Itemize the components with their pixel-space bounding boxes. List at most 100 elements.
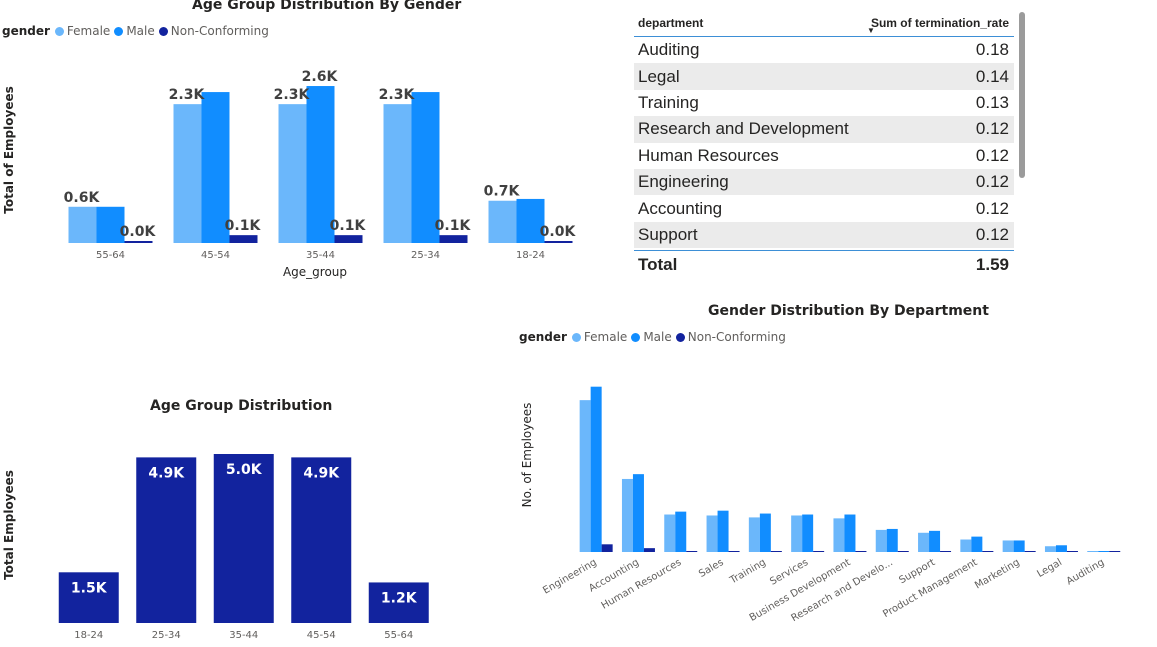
bar-non-conforming-55-64[interactable] bbox=[124, 241, 153, 243]
bar-35-44[interactable] bbox=[213, 454, 274, 623]
chart1-legend-item-male[interactable]: Male bbox=[114, 24, 155, 38]
table-row[interactable]: Legal 0.14 bbox=[634, 63, 1014, 90]
bar-female-auditing[interactable] bbox=[1087, 551, 1099, 552]
bar-male-research-and-develo[interactable] bbox=[886, 528, 898, 552]
chart3-y-axis-label: Total Employees bbox=[2, 470, 16, 580]
chart1-title: Age Group Distribution By Gender bbox=[192, 0, 462, 13]
bar-male-human-resources[interactable] bbox=[675, 511, 687, 552]
chart4-legend-item-male[interactable]: Male bbox=[631, 330, 672, 344]
bar-55-64[interactable] bbox=[368, 582, 429, 623]
total-label: Total bbox=[638, 255, 678, 275]
data-label-male-35-44: 2.6K bbox=[302, 69, 339, 85]
data-label-non-conforming-55-64: 0.0K bbox=[120, 224, 157, 240]
bar-male-services[interactable] bbox=[802, 514, 814, 552]
bar-non-conforming-training[interactable] bbox=[770, 551, 782, 552]
bar-non-conforming-product-management[interactable] bbox=[982, 551, 994, 552]
bar-male-25-34[interactable] bbox=[411, 92, 440, 244]
bar-non-conforming-auditing[interactable] bbox=[1109, 551, 1121, 552]
bar-female-marketing[interactable] bbox=[1002, 540, 1014, 552]
bar-female-services[interactable] bbox=[791, 515, 803, 552]
bar-non-conforming-human-resources[interactable] bbox=[686, 551, 698, 552]
table-header: department Sum of termination_rate ▼ bbox=[634, 10, 1014, 37]
bar-non-conforming-business-development[interactable] bbox=[855, 551, 867, 552]
table-row[interactable]: Human Resources 0.12 bbox=[634, 143, 1014, 169]
cell-department: Auditing bbox=[638, 40, 700, 60]
bar-non-conforming-research-and-develo[interactable] bbox=[897, 551, 909, 552]
table-row[interactable]: Support 0.12 bbox=[634, 221, 1014, 249]
data-label-female-35-44: 2.3K bbox=[274, 87, 311, 103]
bar-male-product-management[interactable] bbox=[971, 536, 983, 552]
cell-department: Human Resources bbox=[638, 145, 779, 165]
cell-termination-rate: 0.12 bbox=[975, 145, 1009, 165]
bar-non-conforming-sales[interactable] bbox=[728, 551, 740, 552]
bar-non-conforming-45-54[interactable] bbox=[229, 235, 258, 243]
bar-male-business-development[interactable] bbox=[844, 514, 856, 552]
bar-female-human-resources[interactable] bbox=[664, 514, 676, 552]
chart3-x-tick-18-24: 18-24 bbox=[74, 630, 103, 641]
table-row[interactable]: Accounting 0.12 bbox=[634, 195, 1014, 221]
column-header-department[interactable]: department bbox=[638, 16, 704, 30]
department-gender-chart[interactable]: No. of EmployeesEngineeringAccountingHum… bbox=[500, 350, 1140, 647]
chart4-legend: gender Female Male Non-Conforming bbox=[519, 330, 790, 344]
data-label-18-24: 1.5K bbox=[71, 580, 108, 596]
column-header-termination-rate[interactable]: Sum of termination_rate bbox=[870, 16, 1009, 30]
termination-table[interactable]: department Sum of termination_rate ▼ Aud… bbox=[634, 10, 1014, 279]
chart1-legend-item-nonconforming[interactable]: Non-Conforming bbox=[158, 24, 269, 38]
bar-non-conforming-35-44[interactable] bbox=[334, 235, 363, 243]
bar-male-45-54[interactable] bbox=[201, 92, 230, 244]
bar-male-marketing[interactable] bbox=[1013, 540, 1025, 552]
cell-department: Training bbox=[638, 92, 699, 112]
bar-female-18-24[interactable] bbox=[488, 200, 517, 243]
bar-male-engineering[interactable] bbox=[590, 386, 602, 552]
bar-female-business-development[interactable] bbox=[833, 518, 845, 552]
bar-female-support[interactable] bbox=[918, 532, 930, 552]
bar-female-45-54[interactable] bbox=[173, 104, 202, 243]
bar-non-conforming-18-24[interactable] bbox=[544, 241, 573, 243]
bar-female-sales[interactable] bbox=[706, 515, 718, 552]
bar-female-35-44[interactable] bbox=[278, 104, 307, 243]
bar-female-25-34[interactable] bbox=[383, 104, 412, 243]
bar-18-24[interactable] bbox=[58, 572, 119, 623]
bar-female-research-and-develo[interactable] bbox=[875, 529, 887, 552]
bar-non-conforming-25-34[interactable] bbox=[439, 235, 468, 243]
bar-non-conforming-accounting[interactable] bbox=[643, 548, 655, 552]
bar-male-35-44[interactable] bbox=[306, 86, 335, 243]
cell-termination-rate: 0.12 bbox=[975, 119, 1009, 139]
bar-non-conforming-support[interactable] bbox=[940, 551, 952, 552]
table-row[interactable]: Research and Development 0.12 bbox=[634, 116, 1014, 143]
sort-descending-icon[interactable]: ▼ bbox=[867, 26, 875, 35]
bar-male-55-64[interactable] bbox=[96, 206, 125, 243]
legend-dot-male bbox=[631, 332, 641, 342]
chart4-legend-item-female[interactable]: Female bbox=[571, 330, 627, 344]
bar-male-auditing[interactable] bbox=[1098, 551, 1110, 552]
table-scrollbar[interactable] bbox=[1019, 12, 1025, 178]
bar-45-54[interactable] bbox=[291, 457, 352, 623]
bar-male-accounting[interactable] bbox=[632, 474, 644, 552]
bar-male-training[interactable] bbox=[759, 513, 771, 552]
bar-25-34[interactable] bbox=[136, 457, 197, 623]
bar-male-legal[interactable] bbox=[1055, 545, 1067, 552]
legend-dot-nonconforming bbox=[675, 332, 685, 342]
table-row[interactable]: Training 0.13 bbox=[634, 90, 1014, 116]
bar-male-support[interactable] bbox=[929, 530, 941, 552]
chart1-y-axis-label: Total of Employees bbox=[2, 86, 16, 214]
bar-female-engineering[interactable] bbox=[579, 400, 591, 552]
bar-male-18-24[interactable] bbox=[516, 198, 545, 243]
chart4-legend-item-nonconforming[interactable]: Non-Conforming bbox=[675, 330, 786, 344]
table-row[interactable]: Engineering 0.12 bbox=[634, 168, 1014, 196]
bar-non-conforming-engineering[interactable] bbox=[601, 544, 613, 552]
chart1-legend-item-female[interactable]: Female bbox=[54, 24, 110, 38]
bar-non-conforming-marketing[interactable] bbox=[1024, 551, 1036, 552]
bar-male-sales[interactable] bbox=[717, 510, 729, 552]
bar-female-55-64[interactable] bbox=[68, 206, 97, 243]
bar-female-accounting[interactable] bbox=[621, 478, 633, 552]
table-row[interactable]: Auditing 0.18 bbox=[634, 37, 1014, 63]
age-gender-chart[interactable]: Total of Employees 55-64 45-54 35-44 25-34 18… bbox=[0, 40, 600, 290]
bar-female-training[interactable] bbox=[748, 517, 760, 552]
bar-non-conforming-legal[interactable] bbox=[1066, 551, 1078, 552]
bar-female-product-management[interactable] bbox=[960, 539, 972, 552]
total-value: 1.59 bbox=[975, 255, 1009, 275]
bar-female-legal[interactable] bbox=[1044, 546, 1056, 552]
bar-non-conforming-services[interactable] bbox=[813, 551, 825, 552]
age-distribution-chart[interactable]: Total Employees 1.5K 18-24 4.9K 25-34 5.0K 35-… bbox=[0, 420, 450, 647]
